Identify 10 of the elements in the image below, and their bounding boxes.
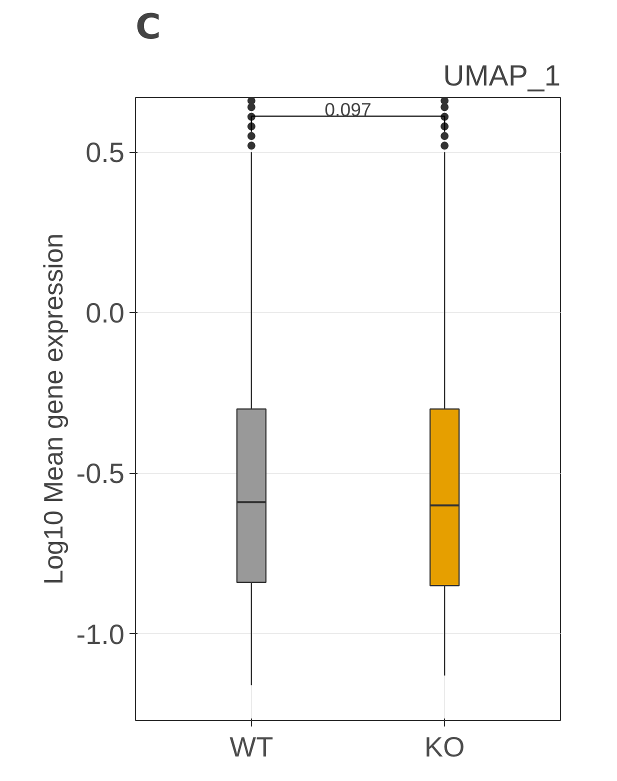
x-tick-label: KO bbox=[424, 732, 465, 762]
text: UMAP_1 bbox=[443, 60, 561, 92]
annotation: 0.097 bbox=[324, 99, 372, 120]
y-tick-label: -0.5 bbox=[76, 458, 124, 490]
chart-title: C bbox=[136, 8, 161, 48]
y-tick-label: -1.0 bbox=[76, 618, 124, 650]
y-axis-title: Log10 Mean gene expression bbox=[38, 233, 68, 585]
y-tick-label: 0.5 bbox=[86, 137, 125, 168]
y-tick-label: 0.0 bbox=[86, 298, 125, 329]
x-tick-label: WT bbox=[230, 732, 274, 762]
